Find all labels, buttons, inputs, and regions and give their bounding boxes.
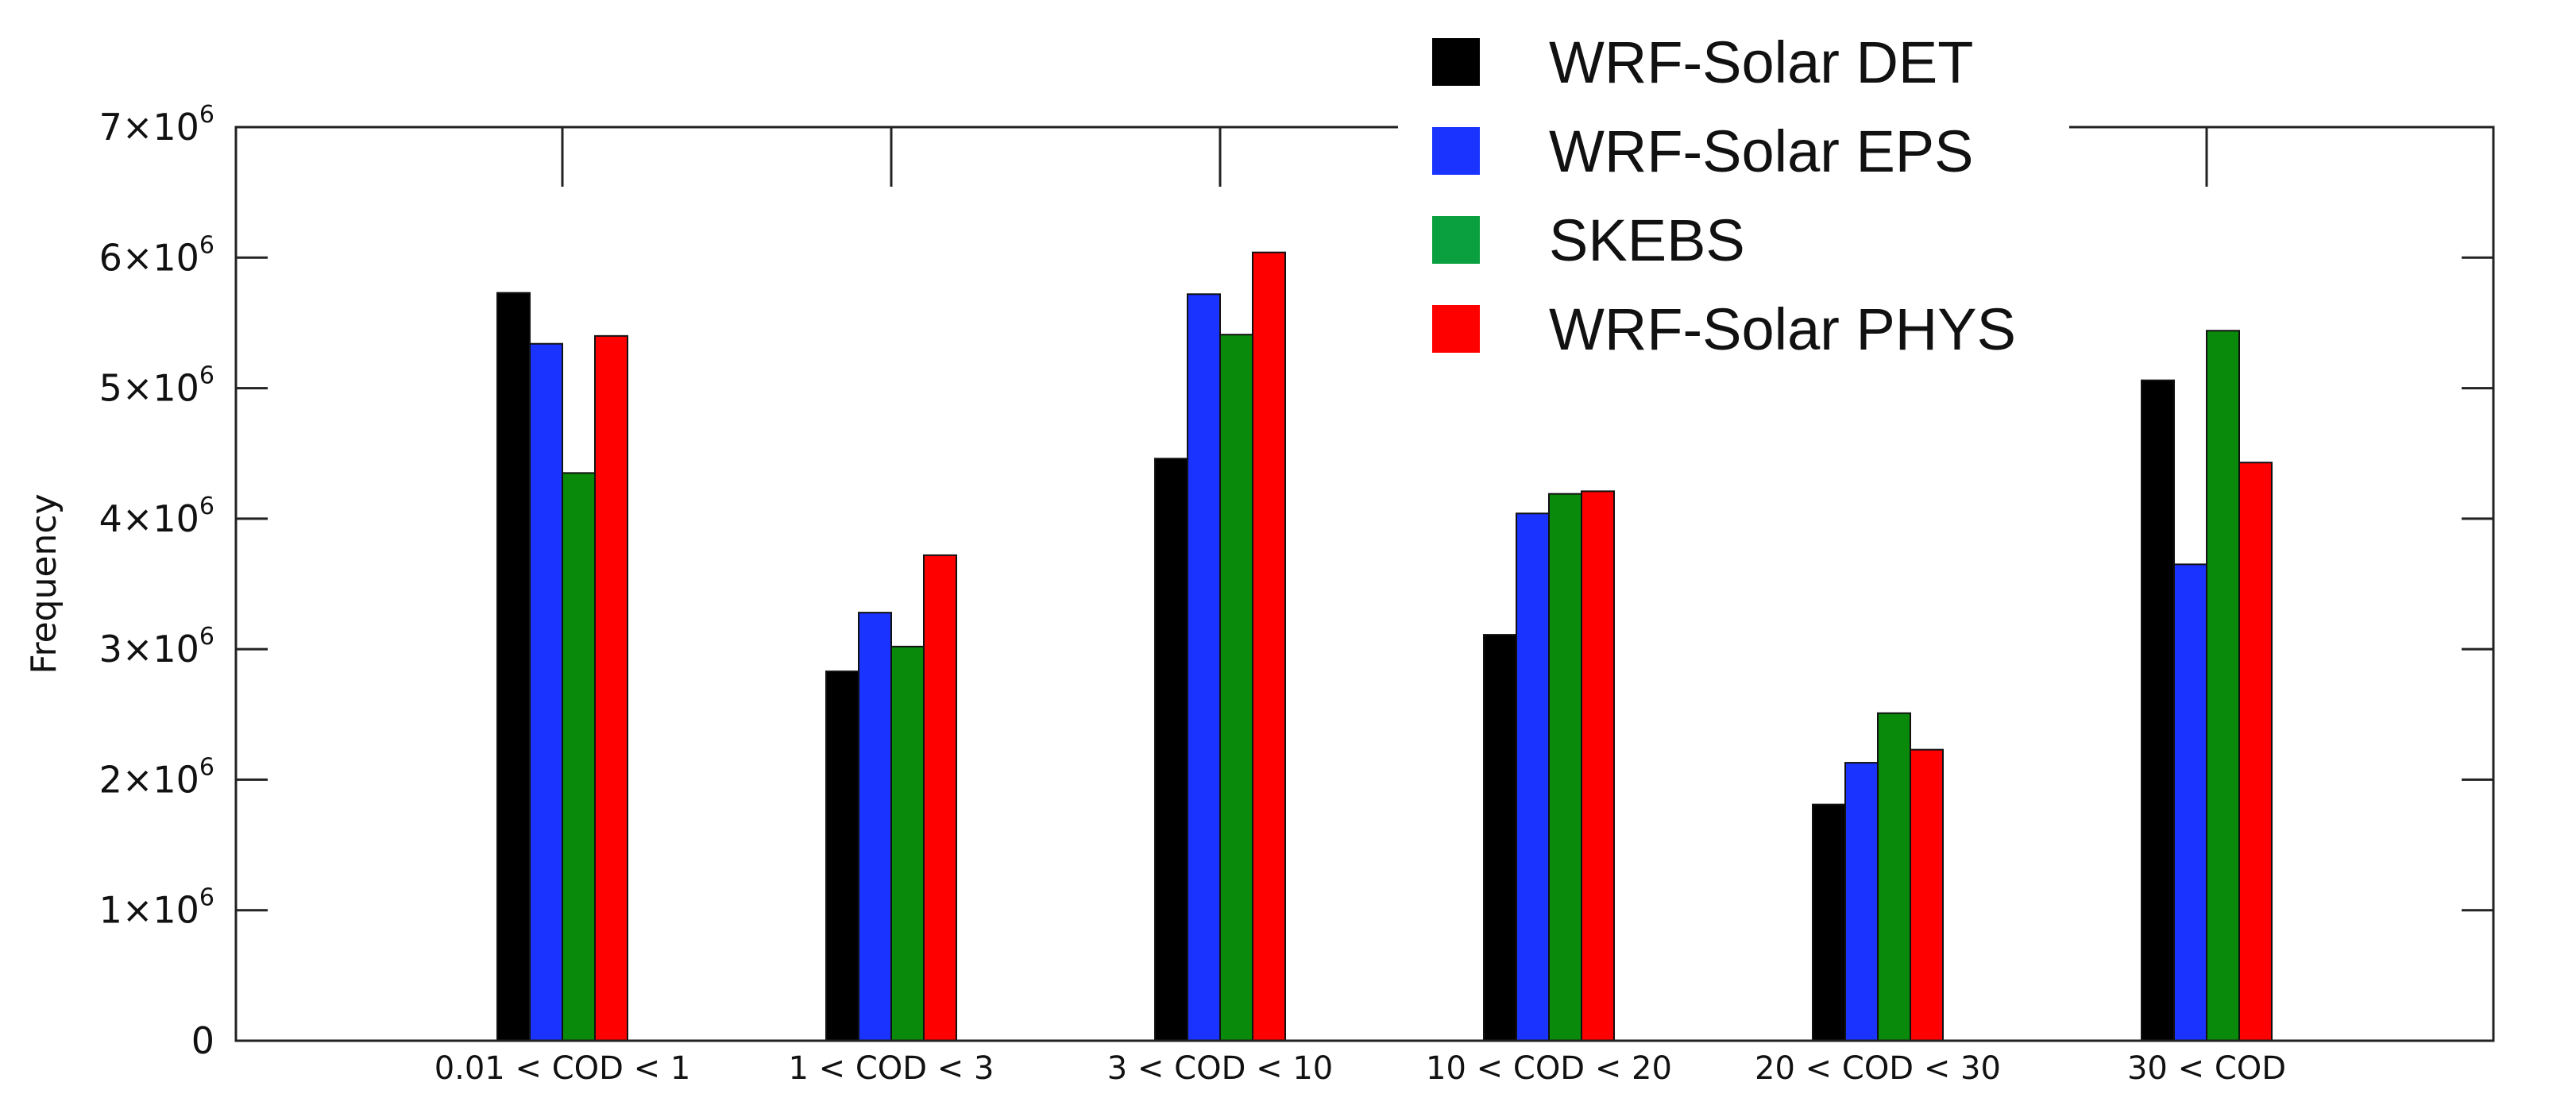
legend-swatch [1432,38,1480,86]
bar [825,671,859,1042]
bar [1548,493,1582,1042]
legend-swatch [1432,216,1480,264]
bar [1252,251,1286,1042]
bars [496,251,2273,1042]
bar [496,292,531,1042]
y-tick-label: 4×106 [99,493,214,540]
y-tick-base: 4×10 [99,497,199,540]
legend-background [1398,32,2069,373]
y-tick-exponent: 6 [199,362,214,390]
bar [562,472,596,1042]
y-tick-base: 1×10 [99,889,199,932]
x-tick-label: 10 < COD < 20 [1426,1050,1672,1087]
y-tick-exponent: 6 [199,884,214,912]
x-tick-labels: 0.01 < COD < 1 1 < COD < 3 3 < COD < 10 10 … [434,1050,2286,1087]
y-tick-base: 3×10 [99,628,199,671]
y-tick-exponent: 6 [199,623,214,651]
y-axis-label: Frequency [24,493,64,674]
x-tick-label: 0.01 < COD < 1 [434,1050,691,1087]
bar [594,334,628,1042]
legend: WRF-Solar DET WRF-Solar EPS SKEBS WRF-Solar… [1398,29,2069,373]
bar [1910,748,1944,1042]
y-tick-base: 7×10 [99,106,199,149]
bar [2206,330,2240,1042]
bar [1844,762,1879,1042]
legend-label: SKEBS [1549,207,1745,273]
plot-frame [234,126,2495,1042]
bar [1581,490,1615,1042]
legend-swatch [1432,127,1480,175]
y-tick-label: 5×106 [99,362,214,410]
legend-swatch [1432,305,1480,353]
y-tick-label: 0 [191,1019,214,1062]
y-tick-label: 7×106 [99,101,214,149]
bar [1219,334,1253,1042]
y-tick-label: 2×106 [99,753,214,801]
legend-label: WRF-Solar EPS [1549,118,1974,184]
bar [2173,563,2207,1042]
bar [1812,803,1846,1042]
y-tick-exponent: 6 [199,753,214,781]
bar [2141,379,2175,1042]
bar [529,342,563,1042]
x-tick-label: 3 < COD < 10 [1107,1050,1333,1087]
y-tick-base: 6×10 [99,236,199,279]
y-tick-exponent: 6 [199,101,214,129]
bar [1516,512,1550,1042]
bar [890,645,925,1042]
y-tick-base: 2×10 [99,758,199,801]
x-tick-label: 20 < COD < 30 [1755,1050,2001,1087]
y-tick-label: 6×106 [99,231,214,279]
y-tick-base: 0 [191,1019,214,1062]
bar [1154,458,1188,1042]
bar [2238,462,2273,1042]
legend-label: WRF-Solar PHYS [1549,296,2016,362]
y-tick-base: 5×10 [99,367,199,410]
y-tick-exponent: 6 [199,231,214,259]
y-tick-label: 1×106 [99,884,214,932]
x-tick-label: 1 < COD < 3 [788,1050,994,1087]
legend-label: WRF-Solar DET [1549,29,1973,95]
bar [1877,712,1911,1042]
y-tick-label: 3×106 [99,623,214,671]
bar [858,612,892,1042]
x-tick-label: 30 < COD [2127,1050,2286,1087]
bar [1187,293,1221,1042]
bar [1483,634,1517,1042]
bar [923,554,957,1042]
y-tick-exponent: 6 [199,493,214,520]
